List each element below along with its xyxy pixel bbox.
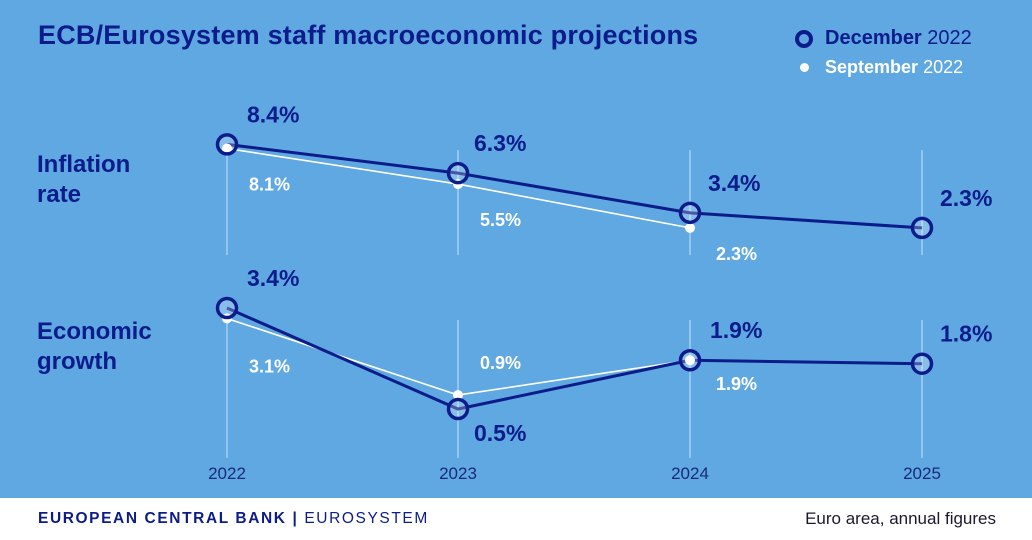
december-ring-icon: [795, 29, 813, 48]
september-label-1-2023: 0.9%: [480, 353, 521, 373]
x-tick-label-2025: 2025: [903, 464, 941, 483]
december-label-0-2023: 6.3%: [474, 130, 526, 156]
inflation-label-line1: Inflation: [37, 151, 131, 178]
growth-label-line2: growth: [37, 348, 117, 375]
chart-panel: [0, 0, 1032, 498]
legend-september: September 2022: [795, 57, 963, 78]
inflation-label-line2: rate: [37, 181, 82, 208]
growth-label-line1: Economic: [37, 318, 152, 345]
legend-september-name: September: [825, 57, 919, 77]
x-tick-label-2022: 2022: [208, 464, 246, 483]
december-point-1-2022: [215, 296, 239, 320]
december-label-0-2024: 3.4%: [708, 170, 760, 196]
chart-title: ECB/Eurosystem staff macroeconomic proje…: [38, 20, 699, 50]
projections-chart: 8.4% 6.3% 3.4% 2.3% 8.1% 5.5% 2.3% 3.4% 0.5% 1.9%…: [208, 101, 992, 483]
ecb-logo-text: EUROPEAN CENTRAL BANK | EUROSYSTEM: [38, 510, 429, 527]
december-label-0-2022: 8.4%: [247, 101, 299, 127]
footer-note: Euro area, annual figures: [805, 509, 996, 528]
december-point-0-2024: [678, 201, 702, 225]
footer-system-name: EUROSYSTEM: [304, 510, 429, 527]
september-point-0-2022: [222, 143, 232, 154]
december-label-1-2025: 1.8%: [940, 321, 992, 347]
x-tick-label-2023: 2023: [439, 464, 477, 483]
september-label-0-2022: 8.1%: [249, 174, 290, 194]
legend-december-year: 2022: [927, 27, 972, 49]
december-point-1-2025: [910, 352, 934, 375]
september-label-1-2022: 3.1%: [249, 356, 290, 376]
legend-december: December 2022: [795, 27, 972, 50]
september-label-1-2024: 1.9%: [716, 374, 757, 394]
inflation-rate-label: Inflation rate: [37, 150, 130, 210]
december-line-0: [226, 142, 923, 230]
december-label-0-2025: 2.3%: [940, 185, 992, 211]
footer-org-name: EUROPEAN CENTRAL BANK: [38, 510, 287, 527]
legend-september-year: 2022: [923, 57, 964, 77]
december-label-1-2024: 1.9%: [710, 317, 762, 343]
december-line-1: [226, 306, 923, 411]
december-label-1-2023: 0.5%: [474, 420, 526, 446]
december-point-0-2025: [910, 216, 934, 240]
economic-growth-label: Economic growth: [37, 317, 152, 377]
september-point-1-2024: [685, 355, 695, 366]
september-dot-icon: [799, 63, 809, 72]
december-point-0-2022: [215, 133, 239, 156]
september-label-0-2023: 5.5%: [480, 210, 521, 230]
legend-december-name: December: [825, 27, 922, 49]
september-label-0-2024: 2.3%: [716, 244, 757, 264]
december-point-0-2023: [446, 161, 470, 185]
september-point-1-2023: [453, 390, 463, 401]
december-point-1-2024: [678, 348, 702, 372]
september-point-0-2024: [685, 222, 695, 233]
december-point-1-2023: [446, 397, 470, 421]
x-tick-label-2024: 2024: [671, 464, 709, 483]
december-label-1-2022: 3.4%: [247, 265, 299, 291]
